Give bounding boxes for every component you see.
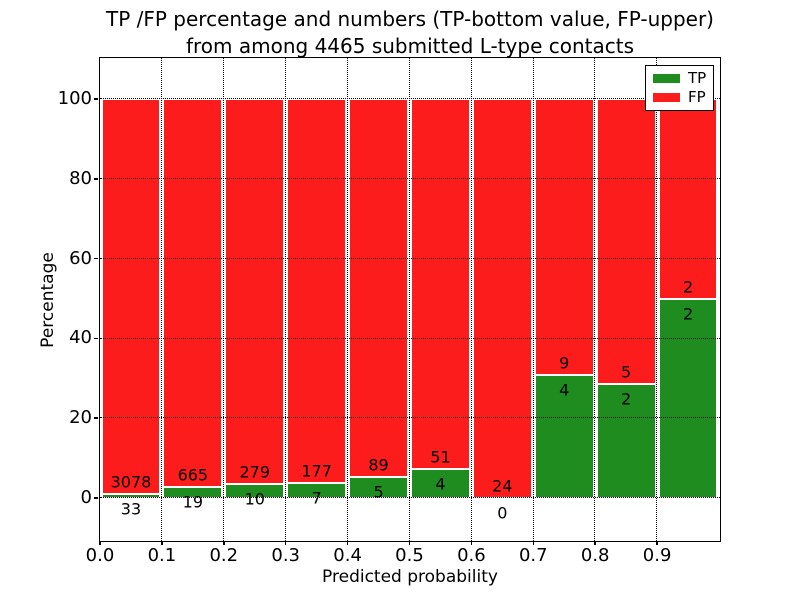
x-tick-mark (284, 541, 287, 545)
legend-swatch-tp-icon (653, 74, 680, 83)
tp-count-label: 2 (621, 389, 632, 409)
y-tick-mark (94, 257, 98, 260)
bar-segment-fp (287, 99, 347, 483)
x-tick-label: 0.6 (457, 545, 486, 566)
v-gridline (161, 58, 163, 541)
h-gridline (100, 257, 720, 259)
bar-segment-fp (658, 99, 718, 299)
y-tick-label: 0 (80, 487, 92, 508)
y-tick-label: 20 (69, 407, 92, 429)
h-gridline (100, 497, 720, 499)
tp-count-label: 7 (311, 488, 322, 508)
y-tick-mark (94, 497, 98, 499)
bar-segment-tp (596, 384, 656, 498)
x-tick-mark (594, 541, 596, 545)
x-tick-label: 0.0 (85, 545, 115, 566)
fp-count-label: 51 (430, 447, 451, 467)
chart-title: TP /FP percentage and numbers (TP-bottom… (10, 6, 800, 60)
chart-title-line2: from among 4465 submitted L-type contact… (185, 34, 635, 58)
x-tick-label: 0.1 (147, 545, 177, 566)
legend-item-tp: TP (653, 71, 706, 86)
y-tick-mark (94, 98, 98, 100)
bar-segment-tp (534, 375, 594, 498)
tp-count-label: 19 (182, 492, 204, 512)
h-gridline (100, 178, 720, 179)
chart-title-line1: TP /FP percentage and numbers (TP-bottom… (106, 7, 714, 31)
y-tick-label: 80 (69, 167, 92, 189)
fp-count-label: 279 (239, 462, 271, 482)
legend-swatch-fp-icon (653, 93, 680, 102)
legend: TP FP (645, 65, 714, 111)
x-axis-label: Predicted probability (322, 567, 498, 587)
bar-segment-fp (349, 99, 408, 477)
x-tick-mark (346, 541, 349, 545)
v-gridline (656, 58, 658, 541)
fp-count-label: 177 (301, 461, 332, 481)
bar-segment-fp (411, 99, 470, 469)
bar-segment-fp (163, 99, 223, 487)
v-gridline (408, 58, 410, 541)
v-gridline (223, 58, 224, 541)
y-tick-mark (94, 417, 98, 419)
x-tick-label: 0.3 (271, 545, 301, 566)
h-gridline (100, 98, 720, 100)
x-tick-mark (656, 541, 658, 545)
x-tick-label: 0.9 (642, 545, 672, 566)
v-gridline (346, 58, 348, 541)
y-tick-label: 60 (69, 247, 92, 269)
fp-count-label: 89 (368, 455, 389, 475)
x-tick-label: 0.2 (209, 545, 239, 566)
fp-count-label: 5 (621, 362, 632, 382)
tp-count-label: 2 (682, 304, 694, 323)
fp-count-label: 665 (177, 465, 209, 485)
tp-count-label: 4 (435, 474, 446, 494)
x-tick-label: 0.5 (395, 545, 424, 566)
x-tick-mark (161, 541, 163, 545)
x-tick-mark (99, 541, 101, 545)
y-tick-mark (94, 178, 98, 180)
x-tick-mark (470, 541, 473, 545)
bar-segment-fp (534, 99, 594, 376)
tp-count-label: 33 (120, 499, 142, 519)
v-gridline (532, 58, 534, 541)
y-tick-mark (94, 337, 98, 340)
fp-count-label: 24 (492, 476, 513, 496)
legend-label-tp: TP (688, 69, 707, 87)
legend-item-fp: FP (653, 90, 706, 105)
bar-segment-tp (658, 298, 718, 498)
fp-count-label: 9 (559, 353, 570, 373)
tp-count-label: 4 (559, 380, 570, 400)
x-tick-mark (408, 541, 411, 545)
h-gridline (100, 337, 720, 339)
bar-segment-fp (472, 99, 532, 498)
x-tick-label: 0.8 (580, 545, 610, 566)
plot-area: 3078 33 665 19 279 10 177 7 89 5 51 4 24 0 9 4 5 2 2 2 (99, 57, 721, 542)
v-gridline (284, 58, 286, 541)
fp-count-label: 3078 (110, 472, 152, 492)
y-tick-label: 100 (57, 88, 92, 109)
x-tick-label: 0.7 (518, 545, 548, 566)
x-tick-mark (532, 541, 535, 545)
v-gridline (470, 58, 472, 541)
legend-label-fp: FP (688, 88, 706, 106)
bar-segment-fp (596, 99, 656, 384)
x-tick-label: 0.4 (333, 545, 362, 566)
tp-count-label: 10 (244, 489, 265, 509)
v-gridline (594, 58, 596, 541)
h-gridline (100, 417, 720, 419)
tp-count-label: 5 (373, 482, 384, 502)
bar-segment-fp (225, 99, 285, 485)
bar-segment-fp (101, 99, 161, 494)
y-tick-label: 40 (69, 327, 92, 349)
x-tick-mark (223, 541, 225, 545)
fp-count-label: 2 (682, 277, 694, 296)
tp-count-label: 0 (497, 503, 508, 523)
